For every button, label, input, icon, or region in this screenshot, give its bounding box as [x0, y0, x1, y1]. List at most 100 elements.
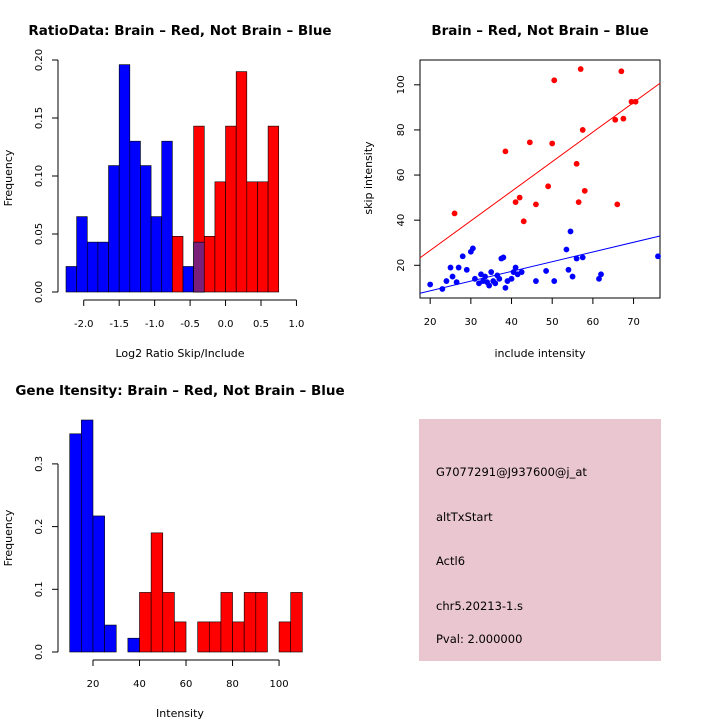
info-panel: [419, 419, 661, 661]
info-pval: Pval: 2.000000: [436, 632, 522, 646]
scatter-point-notbrain: [502, 284, 509, 291]
scatter-point-notbrain: [563, 246, 570, 253]
intensity-bar-brain: [243, 592, 257, 653]
ratio-x-tick-label: -1.0: [145, 319, 165, 330]
scatter-point-notbrain: [565, 266, 572, 273]
intensity-bar-brain: [220, 592, 233, 653]
scatter-point-notbrain: [463, 266, 470, 273]
scatter-point-brain: [581, 187, 588, 194]
scatter-title: Brain – Red, Not Brain – Blue: [431, 23, 648, 39]
scatter-point-brain: [575, 199, 582, 206]
scatter-point-brain: [451, 210, 458, 217]
scatter-y-tick-label: 60: [396, 169, 407, 182]
ratio-bar-notbrain: [129, 140, 141, 293]
intensity-bar-brain: [150, 532, 164, 653]
scatter-point-notbrain: [533, 278, 539, 284]
scatter-point-brain: [551, 77, 558, 84]
scatter-point-notbrain: [496, 275, 503, 282]
scatter-point-brain: [533, 201, 539, 208]
scatter-x-tick-label: 50: [546, 317, 559, 328]
intensity-x-tick-label: 20: [87, 679, 100, 690]
scatter-point-notbrain: [427, 281, 434, 288]
ratio-bar-brain: [235, 71, 248, 293]
scatter-point-notbrain: [579, 254, 586, 261]
intensity-bar-brain: [139, 592, 152, 653]
scatter-xlabel: include intensity: [494, 347, 586, 360]
scatter-x-tick-label: 20: [424, 317, 437, 328]
scatter-point-brain: [526, 139, 533, 146]
ratio-bar-brain: [203, 236, 216, 293]
intensity-bar-brain: [208, 621, 222, 653]
scatter-point-notbrain: [512, 264, 519, 271]
scatter-point-notbrain: [573, 255, 580, 262]
scatter-point-brain: [620, 115, 627, 122]
scatter-point-brain: [612, 116, 619, 123]
scatter-point-brain: [512, 199, 519, 206]
scatter-point-brain: [628, 98, 635, 105]
scatter-x-tick-label: 70: [627, 317, 640, 328]
scatter-fit-line-notbrain: [419, 235, 661, 294]
scatter-ylabel: skip intensity: [362, 141, 375, 215]
scatter-x-tick-label: 30: [464, 317, 477, 328]
ratio-x-tick-label: 1.0: [289, 319, 305, 330]
intensity-x-tick-label: 80: [226, 679, 239, 690]
ratio-title: RatioData: Brain – Red, Not Brain – Blue: [28, 23, 331, 39]
scatter-point-notbrain: [443, 278, 450, 284]
ratio-bar-brain: [267, 125, 280, 293]
ratio-bar-notbrain: [150, 216, 163, 293]
intensity-bar-brain: [290, 592, 303, 653]
scatter-point-notbrain: [449, 273, 456, 280]
scatter-plot-box: [419, 59, 661, 299]
intensity-ylabel: Frequency: [2, 509, 15, 566]
ratio-bar-notbrain: [76, 216, 88, 293]
intensity-bar-brain: [278, 621, 291, 653]
scatter-point-notbrain: [492, 280, 499, 287]
intensity-xlabel: Intensity: [156, 707, 204, 720]
scatter-point-brain: [618, 68, 625, 75]
scatter-point-brain: [516, 194, 523, 201]
intensity-x-tick-label: 40: [133, 679, 146, 690]
ratio-y-tick-label: 0.15: [34, 107, 45, 129]
scatter-point-brain: [502, 148, 509, 155]
scatter-point-notbrain: [472, 275, 478, 282]
scatter-point-notbrain: [655, 253, 661, 260]
info-event-type: altTxStart: [436, 510, 493, 524]
ratio-x-tick-label: -1.5: [109, 319, 129, 330]
intensity-bar-brain: [174, 621, 187, 653]
intensity-y-tick-label: 0.3: [34, 456, 45, 472]
intensity-x-tick-label: 60: [180, 679, 193, 690]
intensity-bar-notbrain: [104, 624, 117, 653]
ratio-bar-notbrain: [97, 241, 109, 293]
scatter-point-brain: [632, 98, 639, 105]
scatter-point-notbrain: [469, 245, 476, 252]
ratio-bar-notbrain: [108, 165, 120, 293]
scatter-point-brain: [520, 218, 527, 225]
scatter-y-tick-label: 100: [396, 75, 407, 94]
intensity-bar-notbrain: [81, 419, 94, 653]
scatter-y-tick-label: 20: [396, 259, 407, 272]
scatter-point-notbrain: [453, 279, 460, 286]
ratio-x-tick-label: -2.0: [74, 319, 94, 330]
ratio-x-tick-label: 0.0: [218, 319, 234, 330]
ratio-bar-brain: [246, 181, 258, 293]
scatter-x-tick-label: 60: [587, 317, 600, 328]
scatter-point-brain: [577, 66, 584, 72]
info-location: chr5.20213-1.s: [436, 599, 523, 613]
scatter-point-notbrain: [551, 278, 558, 284]
scatter-point-brain: [549, 140, 556, 147]
scatter-point-brain: [614, 201, 621, 208]
scatter-point-notbrain: [459, 253, 466, 260]
ratio-bar-notbrain: [86, 241, 99, 293]
intensity-x-tick-label: 100: [270, 679, 289, 690]
intensity-bar-brain: [255, 592, 268, 653]
scatter-y-tick-label: 80: [396, 124, 407, 137]
ratio-y-tick-label: 0.00: [34, 281, 45, 303]
intensity-bar-brain: [232, 621, 245, 653]
scatter-point-notbrain: [488, 269, 495, 275]
ratio-x-tick-label: 0.5: [253, 319, 269, 330]
ratio-bar-brain: [225, 125, 237, 293]
scatter-point-brain: [579, 127, 586, 133]
ratio-bar-notbrain: [65, 266, 77, 293]
scatter-point-brain: [545, 183, 552, 190]
